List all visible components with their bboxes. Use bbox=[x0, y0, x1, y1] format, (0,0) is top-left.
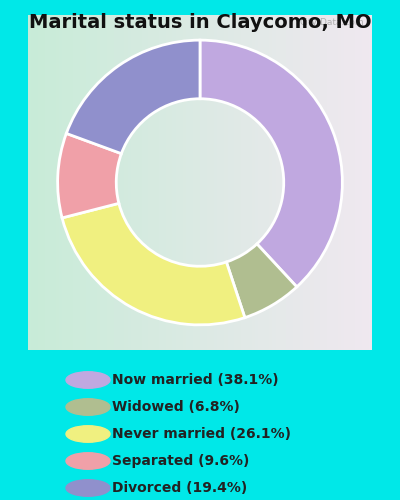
Text: Marital status in Claycomo, MO: Marital status in Claycomo, MO bbox=[29, 12, 371, 32]
Circle shape bbox=[66, 480, 110, 496]
Wedge shape bbox=[58, 134, 121, 218]
Circle shape bbox=[66, 399, 110, 415]
Circle shape bbox=[66, 426, 110, 442]
Circle shape bbox=[66, 372, 110, 388]
Wedge shape bbox=[62, 204, 245, 325]
Text: Separated (9.6%): Separated (9.6%) bbox=[112, 454, 249, 468]
Wedge shape bbox=[66, 40, 200, 154]
Text: City-Data.com: City-Data.com bbox=[300, 18, 364, 28]
Text: Never married (26.1%): Never married (26.1%) bbox=[112, 427, 291, 441]
Wedge shape bbox=[226, 244, 297, 318]
Text: Now married (38.1%): Now married (38.1%) bbox=[112, 373, 279, 387]
Circle shape bbox=[66, 453, 110, 469]
Text: Divorced (19.4%): Divorced (19.4%) bbox=[112, 481, 247, 495]
Text: Widowed (6.8%): Widowed (6.8%) bbox=[112, 400, 240, 414]
Wedge shape bbox=[200, 40, 342, 287]
